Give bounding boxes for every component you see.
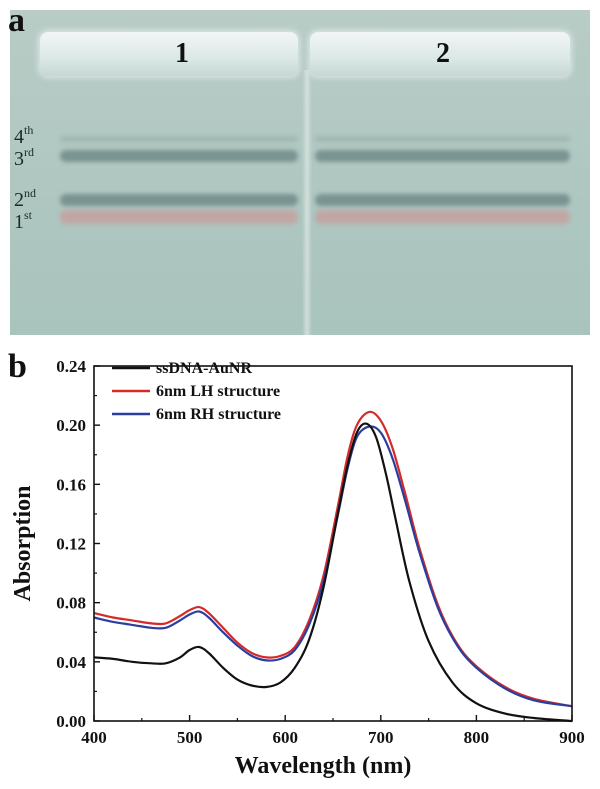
band-label-1st: 1st — [14, 208, 33, 233]
gel-image: 1 2 4th 3rd 2nd 1st — [10, 10, 590, 335]
legend-label: 6nm RH structure — [156, 406, 281, 423]
y-tick-label: 0.16 — [56, 475, 86, 494]
x-tick-label: 700 — [368, 728, 394, 747]
panel-b-letter: b — [8, 348, 27, 385]
series-line-ssdna-aunr — [93, 422, 573, 723]
y-tick-label: 0.24 — [56, 357, 86, 376]
legend-label: ssDNA-AuNR — [156, 360, 252, 377]
band-label-2nd: 2nd — [14, 186, 36, 211]
band-3rd-lane-2 — [315, 150, 570, 162]
y-tick-label: 0.08 — [56, 594, 86, 613]
band-1st-lane-1 — [60, 210, 298, 224]
y-axis-title: Absorption — [10, 485, 36, 601]
x-tick-label: 800 — [464, 728, 490, 747]
lane-label-2: 2 — [436, 38, 450, 69]
x-tick-label: 900 — [559, 728, 585, 747]
x-tick-label: 400 — [81, 728, 107, 747]
band-2nd-lane-1 — [60, 194, 298, 206]
band-label-4th: 4th — [14, 123, 34, 148]
band-3rd-lane-1 — [60, 150, 298, 162]
lane-gap — [302, 70, 312, 335]
y-tick-label: 0.04 — [56, 653, 86, 672]
band-4th-lane-1 — [60, 136, 298, 142]
well-lane-1 — [40, 32, 298, 76]
x-axis-title: Wavelength (nm) — [235, 753, 412, 779]
lane-label-1: 1 — [175, 38, 189, 69]
series-line-6nm-rh-structure — [93, 425, 573, 708]
x-tick-label: 600 — [272, 728, 298, 747]
band-2nd-lane-2 — [315, 194, 570, 206]
series-line-6nm-lh-structure — [93, 410, 573, 708]
band-label-3rd: 3rd — [14, 145, 34, 170]
band-4th-lane-2 — [315, 136, 570, 142]
absorption-chart: 400 500 600 700 800 900 0.00 0.04 0.08 0.12 0.16 0.… — [10, 357, 585, 779]
panel-a-letter: a — [8, 2, 25, 39]
well-lane-2 — [310, 32, 570, 76]
band-1st-lane-2 — [315, 210, 570, 224]
y-tick-label: 0.12 — [56, 535, 86, 554]
y-tick-label: 0.20 — [56, 416, 86, 435]
legend-label: 6nm LH structure — [156, 383, 280, 400]
y-tick-label: 0.00 — [56, 712, 86, 731]
x-tick-label: 500 — [177, 728, 203, 747]
